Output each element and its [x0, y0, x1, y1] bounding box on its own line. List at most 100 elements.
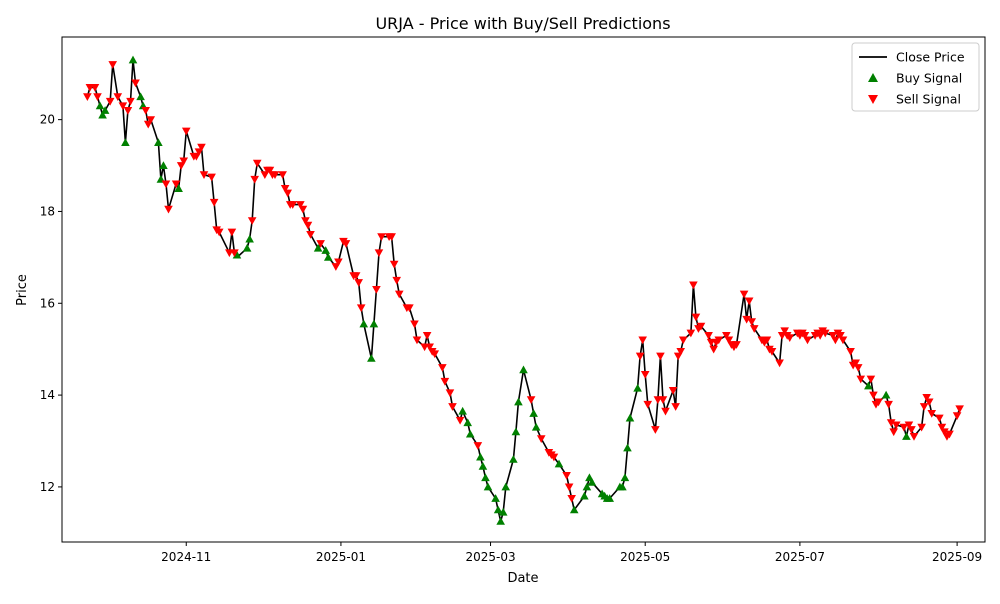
buy-signal-marker — [623, 443, 632, 452]
x-axis-label: Date — [507, 571, 538, 586]
sell-signal-marker — [118, 102, 128, 111]
legend-label: Close Price — [896, 50, 965, 65]
sell-signal-marker — [866, 375, 876, 384]
sell-signal-marker — [351, 272, 361, 281]
sell-signal-marker — [762, 336, 772, 345]
buy-signal-marker — [174, 184, 183, 192]
sell-signal-marker — [123, 107, 133, 115]
sell-signal-marker — [919, 403, 929, 411]
buy-signal-marker — [483, 482, 493, 491]
buy-signal-marker — [95, 101, 105, 110]
sell-signal-marker — [562, 471, 571, 480]
sell-signal-marker — [197, 143, 206, 152]
sell-signal-marker — [732, 341, 741, 349]
sell-signal-marker — [853, 364, 863, 372]
sell-signal-marker — [296, 201, 305, 209]
sell-signal-marker — [83, 93, 92, 101]
sell-signal-marker — [689, 281, 698, 290]
sell-signal-marker — [917, 423, 926, 432]
sell-signal-marker — [955, 405, 964, 414]
buy-signal-marker — [313, 243, 323, 252]
sell-signal-marker — [141, 107, 150, 115]
sell-signal-marker — [105, 97, 115, 106]
sell-signal-marker — [387, 233, 396, 242]
sell-signal-marker — [803, 336, 812, 345]
y-tick-label: 12 — [40, 480, 55, 494]
sell-signal-marker — [265, 166, 275, 175]
sell-signal-marker — [924, 398, 934, 407]
sell-signal-marker — [306, 230, 315, 239]
sell-signal-marker — [405, 304, 414, 313]
sell-signal-marker — [927, 410, 937, 418]
sell-signal-marker — [536, 435, 546, 444]
sell-signal-marker — [846, 348, 855, 356]
sell-signal-marker — [445, 389, 455, 398]
sell-signal-marker — [742, 315, 751, 324]
sell-signal-marker — [884, 400, 893, 409]
legend-buy-swatch — [868, 73, 878, 82]
sell-signal-marker — [640, 370, 650, 379]
sell-signal-marker — [780, 327, 789, 336]
buy-signal-marker — [321, 246, 331, 254]
buy-signal-marker — [359, 319, 369, 328]
sell-signal-marker — [113, 93, 123, 101]
sell-signal-marker — [526, 396, 536, 404]
sell-signal-marker — [767, 348, 777, 356]
y-axis-label: Price — [15, 274, 30, 306]
buy-signal-marker — [511, 427, 521, 436]
sell-signal-marker — [661, 407, 670, 416]
sell-signal-marker — [940, 428, 949, 437]
buy-signal-marker — [323, 253, 333, 261]
sell-signal-marker — [785, 334, 795, 343]
sell-signal-marker — [108, 61, 118, 69]
sell-signal-marker — [301, 217, 310, 225]
sell-signal-marker — [676, 348, 686, 356]
buy-signal-marker — [242, 243, 252, 252]
sell-signal-marker — [161, 180, 171, 189]
sell-signal-marker — [567, 494, 576, 503]
buy-signal-marker — [902, 432, 911, 440]
sell-signal-marker — [278, 171, 287, 180]
sell-signal-marker — [869, 391, 878, 400]
sell-signal-marker — [473, 442, 483, 450]
sell-signal-marker — [775, 359, 784, 368]
sell-signal-marker — [250, 175, 260, 184]
sell-signal-marker — [126, 97, 135, 106]
sell-signal-marker — [820, 329, 830, 338]
sell-signal-marker — [316, 240, 325, 248]
sell-signal-marker — [922, 393, 931, 402]
sell-signal-marker — [227, 228, 237, 237]
sell-signal-marker — [230, 249, 239, 258]
buy-signal-marker — [514, 397, 523, 406]
sell-signal-marker — [430, 350, 440, 359]
legend-label: Sell Signal — [896, 92, 961, 107]
buy-signal-marker — [881, 390, 891, 399]
sell-signal-marker — [709, 345, 718, 354]
buy-signal-marker — [519, 365, 528, 374]
x-tick-label: 2025-05 — [620, 550, 670, 564]
buy-signal-marker — [501, 482, 511, 491]
series-layer — [83, 55, 964, 525]
buy-signal-marker — [481, 473, 490, 482]
sell-signal-marker — [410, 320, 419, 329]
sell-signal-marker — [671, 403, 680, 411]
sell-signal-marker — [549, 453, 559, 462]
buy-signal-marker — [491, 494, 500, 502]
sell-signal-marker — [356, 304, 366, 313]
x-tick-label: 2024-11 — [161, 550, 211, 564]
buy-signal-marker — [136, 92, 145, 101]
sell-signal-marker — [643, 400, 653, 409]
buy-signal-marker — [531, 422, 541, 431]
sell-signal-marker — [270, 171, 280, 180]
sell-signal-marker — [425, 343, 434, 352]
plot-area — [61, 36, 986, 543]
sell-signal-marker — [739, 290, 749, 299]
sell-signal-marker — [744, 297, 754, 306]
sell-signal-marker — [412, 336, 422, 345]
x-tick-label: 2025-01 — [316, 550, 366, 564]
sell-signal-marker — [389, 260, 399, 269]
sell-signal-marker — [131, 79, 140, 88]
sell-signal-marker — [935, 414, 944, 423]
buy-signal-marker — [529, 409, 538, 417]
buy-signal-marker — [569, 505, 579, 514]
